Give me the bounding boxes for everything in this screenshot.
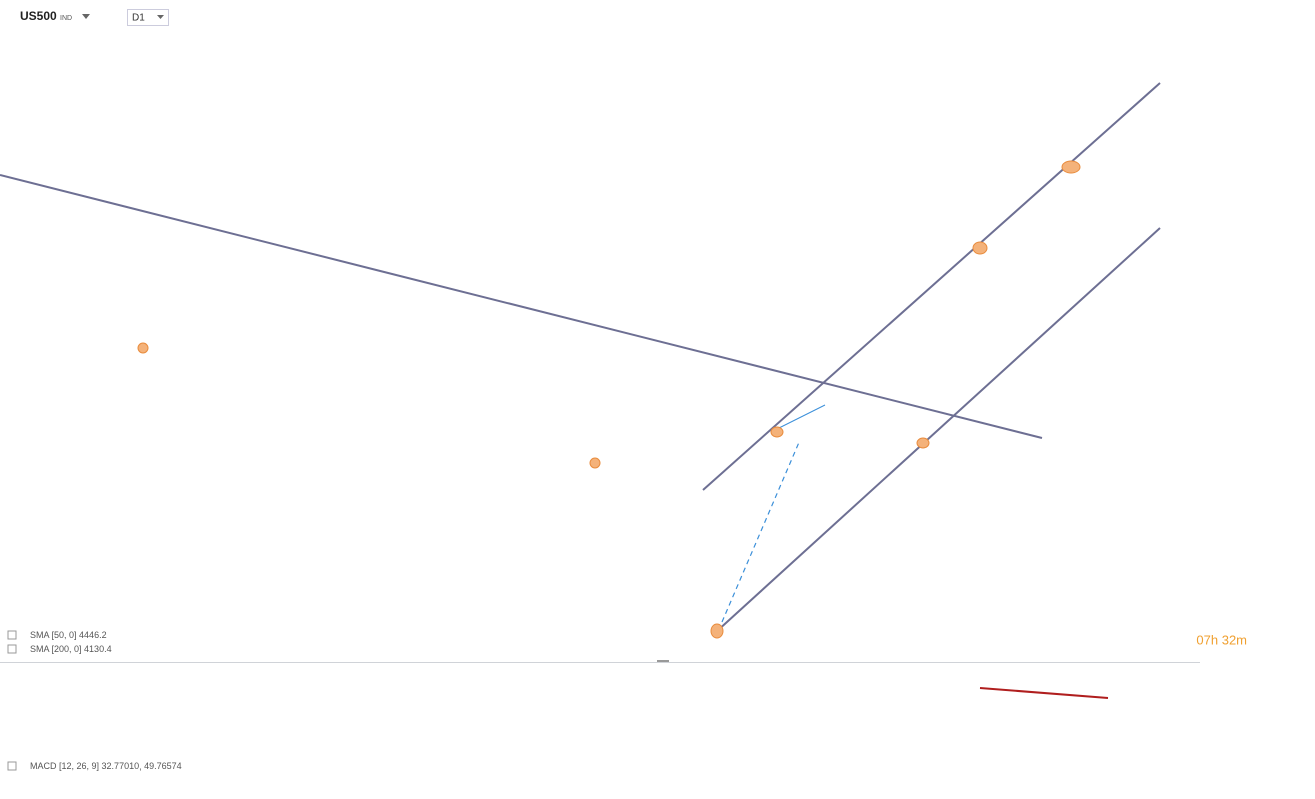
legend-toggle[interactable] <box>7 644 17 654</box>
channel-lower <box>715 227 1161 633</box>
legend-name: SMA [50, 0] <box>30 630 77 640</box>
marker <box>589 457 601 469</box>
panel-handle[interactable] <box>657 660 669 662</box>
marker <box>710 623 724 639</box>
channel-upper <box>702 82 1161 491</box>
marker <box>137 342 149 354</box>
legend-value: 32.77010 <box>102 761 140 771</box>
marker <box>770 426 784 438</box>
timeframe-box[interactable] <box>127 9 169 26</box>
trendline <box>0 174 1043 439</box>
timeframe[interactable]: D1 <box>132 13 145 24</box>
marker <box>972 241 988 255</box>
legend-value: 49.76574 <box>144 761 182 771</box>
symbol-class: IND <box>60 15 72 22</box>
legend-value: 4130.4 <box>84 644 112 654</box>
trendlines <box>0 82 1161 639</box>
legend-name: MACD [12, 26, 9] <box>30 761 99 771</box>
macd-panel <box>979 687 1109 699</box>
legend-toggle[interactable] <box>7 761 17 771</box>
marker <box>916 437 930 449</box>
timeframe-dropdown[interactable] <box>157 15 164 19</box>
blue-line <box>774 404 826 431</box>
legend-toggle[interactable] <box>7 630 17 640</box>
legend-sma50: SMA [50, 0] 4446.2 <box>30 630 107 640</box>
divergence-line <box>979 687 1109 699</box>
legend-macd: MACD [12, 26, 9] 32.77010, 49.76574 <box>30 761 182 771</box>
dashed-line <box>721 439 801 623</box>
legend-name: SMA [200, 0] <box>30 644 82 654</box>
legend-sma200: SMA [200, 0] 4130.4 <box>30 644 112 654</box>
marker <box>1061 160 1081 174</box>
legend-value: 4446.2 <box>79 630 107 640</box>
countdown: 07h 32m <box>1196 632 1247 647</box>
symbol[interactable]: US500 <box>20 9 57 23</box>
symbol-dropdown[interactable] <box>82 14 90 19</box>
